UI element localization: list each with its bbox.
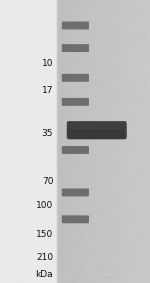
Text: 10: 10 [42, 59, 53, 68]
Text: 35: 35 [42, 128, 53, 138]
Text: 150: 150 [36, 230, 53, 239]
Text: 17: 17 [42, 86, 53, 95]
Text: 210: 210 [36, 253, 53, 262]
FancyBboxPatch shape [69, 130, 125, 140]
FancyBboxPatch shape [62, 146, 89, 154]
Text: 100: 100 [36, 201, 53, 210]
FancyBboxPatch shape [62, 44, 89, 52]
FancyBboxPatch shape [62, 22, 89, 29]
FancyBboxPatch shape [62, 188, 89, 196]
Text: kDa: kDa [36, 270, 53, 279]
FancyBboxPatch shape [62, 215, 89, 223]
FancyBboxPatch shape [62, 74, 89, 82]
Text: 70: 70 [42, 177, 53, 186]
FancyBboxPatch shape [67, 121, 127, 139]
FancyBboxPatch shape [62, 98, 89, 106]
